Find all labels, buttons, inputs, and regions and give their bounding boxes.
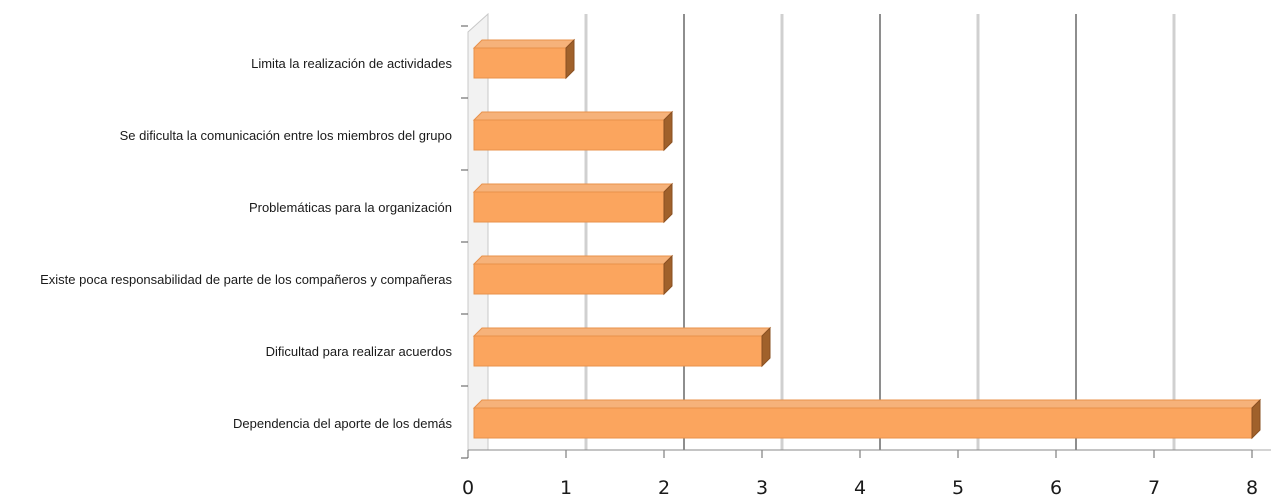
category-label: Dependencia del aporte de los demás [233, 416, 452, 431]
x-tick-label: 1 [560, 477, 572, 499]
bar-layer [472, 38, 1262, 440]
bar-top [472, 39, 576, 49]
category-label: Problemáticas para la organización [249, 200, 452, 215]
x-tick-label: 8 [1246, 477, 1258, 499]
x-tick-label: 4 [854, 477, 866, 499]
bar [473, 119, 665, 151]
category-label: Limita la realización de actividades [251, 56, 452, 71]
bar [473, 47, 567, 79]
category-label: Existe poca responsabilidad de parte de … [40, 272, 452, 287]
bar-side [663, 254, 673, 296]
x-tick-label: 0 [462, 477, 474, 499]
bar-top [472, 399, 1262, 409]
x-tick-label: 7 [1148, 477, 1160, 499]
bar [473, 263, 665, 295]
label-layer: 0 1 2 3 4 5 6 7 8 Limita la realización de activi… [40, 56, 1258, 499]
bar-top [472, 111, 674, 121]
bar-side [663, 110, 673, 152]
left-wall [467, 12, 489, 451]
x-tick-label: 2 [658, 477, 670, 499]
bar [473, 191, 665, 223]
x-tick-label: 5 [952, 477, 964, 499]
axis-layer [461, 12, 1271, 459]
bar-side [565, 38, 575, 80]
x-tick-label: 6 [1050, 477, 1062, 499]
bar-top [472, 183, 674, 193]
category-label: Dificultad para realizar acuerdos [266, 344, 453, 359]
bar [473, 407, 1253, 439]
category-label: Se dificulta la comunicación entre los m… [120, 128, 452, 143]
bar [473, 335, 763, 367]
grid-layer [584, 14, 1176, 450]
bar-side [1251, 398, 1261, 440]
bar-side [761, 326, 771, 368]
x-tick-label: 3 [756, 477, 768, 499]
bar-top [472, 327, 772, 337]
bar-top [472, 255, 674, 265]
bar-side [663, 182, 673, 224]
